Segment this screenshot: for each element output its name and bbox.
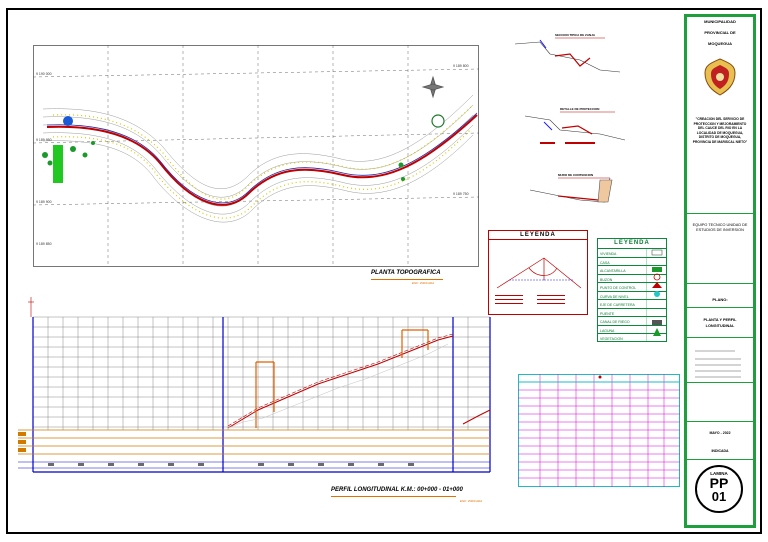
date: MAYO - 2022 [690, 431, 750, 435]
legend-row: PUENTE [598, 307, 666, 319]
svg-text:MURO DE CONTENCION: MURO DE CONTENCION [558, 173, 593, 177]
plan-drawing: 9 190 000 9 189 950 9 189 900 9 189 850 … [32, 45, 480, 267]
profile-title-underline [331, 496, 456, 497]
legend-table-title: LEYENDA [614, 240, 650, 246]
municipality-line-2: PROVINCIAL DE [704, 30, 736, 35]
plan-scale: ESC: INDICADA [412, 281, 435, 285]
topographic-plan: 9 190 000 9 189 950 9 189 900 9 189 850 … [32, 45, 480, 267]
signature-lines [695, 350, 741, 378]
legend-row: PUNTO DE CONTROL [598, 282, 666, 293]
sheet-badge: LAMINA PP 01 [695, 465, 743, 513]
svg-text:9 189 800: 9 189 800 [453, 64, 469, 68]
data-table [518, 374, 680, 487]
svg-text:9 189 750: 9 189 750 [453, 192, 469, 196]
divider [687, 459, 753, 460]
profile-drawing [18, 297, 491, 473]
sheet-frame [6, 8, 762, 534]
plan-field-label: PLANO: [690, 297, 750, 302]
municipality-crest-icon [704, 58, 736, 96]
legend-row: VEGETACION [598, 333, 666, 344]
svg-text:9 189 950: 9 189 950 [36, 138, 52, 142]
legend-row: EJE DE CARRETERA [598, 299, 666, 310]
legend-diagram: LEYENDA [488, 230, 588, 315]
data-table-grid [518, 374, 680, 487]
sheet-number: 01 [711, 489, 727, 504]
plan-title: PLANTA TOPOGRAFICA [371, 270, 441, 276]
divider [687, 382, 753, 383]
sheet-code: PP [709, 475, 729, 491]
legend-row: BUZON [598, 273, 666, 285]
profile-scale: ESC: INDICADA [460, 499, 483, 503]
municipality-header: MUNICIPALIDAD PROVINCIAL DE MOQUEGUA [688, 19, 752, 46]
divider [687, 283, 753, 284]
municipality-line-1: MUNICIPALIDAD [704, 19, 736, 24]
project-name: "CREACION DEL SERVICIO DE PROTECCION Y M… [690, 117, 750, 145]
divider [687, 421, 753, 422]
longitudinal-profile [18, 292, 496, 480]
sheet-label: LAMINA [710, 471, 728, 476]
typical-sections: SECCION TIPICA DE ZANJA DETALLE DE PROTE… [500, 30, 650, 220]
svg-text:SECCION TIPICA DE ZANJA: SECCION TIPICA DE ZANJA [555, 33, 596, 37]
legend-row: CANAL DE RIEGO [598, 316, 666, 327]
legend-symbols [646, 248, 663, 342]
svg-text:DETALLE DE PROTECCION: DETALLE DE PROTECCION [560, 107, 599, 111]
divider [687, 213, 753, 214]
plan-title-underline [371, 279, 443, 280]
svg-text:9 189 900: 9 189 900 [36, 200, 52, 204]
divider [687, 307, 753, 308]
svg-text:9 189 850: 9 189 850 [36, 242, 52, 246]
title-block: MUNICIPALIDAD PROVINCIAL DE MOQUEGUA "CR… [684, 14, 756, 528]
legend-row: ALCANTARILLA [598, 265, 666, 276]
legend-table: LEYENDA VIVIENDA CASA ALCANTARILLA BUZON… [597, 238, 667, 342]
divider [687, 337, 753, 338]
legend-row: LAGUNA [598, 324, 666, 336]
svg-text:9 190 000: 9 190 000 [36, 72, 52, 76]
legend-row: VIVIENDA [598, 248, 666, 259]
legend-row: CASA [598, 256, 666, 268]
technical-team: EQUIPO TECNICO UNIDAD DE ESTUDIOS DE INV… [690, 223, 750, 233]
municipality-line-3: MOQUEGUA [708, 41, 732, 46]
curve-diagram [495, 257, 582, 304]
plan-name: PLANTA Y PERFIL LONGITUDINAL [693, 317, 747, 329]
profile-title: PERFIL LONGITUDINAL K.M.: 00+000 - 01+00… [331, 487, 463, 493]
scale-value: INDICADA [690, 449, 750, 453]
legend-row: CURVA DE NIVEL [598, 290, 666, 302]
sections-drawing: SECCION TIPICA DE ZANJA DETALLE DE PROTE… [514, 33, 626, 203]
legend-diagram-title: LEYENDA [489, 231, 587, 240]
